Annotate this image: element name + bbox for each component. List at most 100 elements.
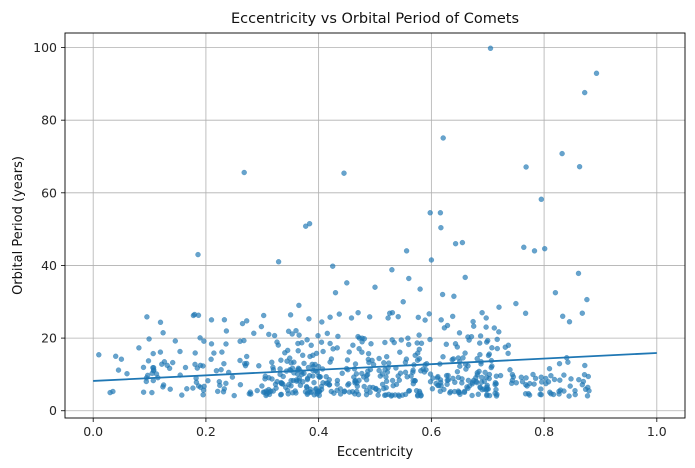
data-point <box>454 368 461 375</box>
data-point <box>367 384 373 391</box>
data-point <box>484 392 490 399</box>
data-point <box>486 375 492 382</box>
data-point <box>304 391 311 398</box>
data-point <box>451 293 457 300</box>
data-point <box>383 392 389 398</box>
data-point <box>575 270 582 277</box>
data-point <box>221 317 228 323</box>
data-point <box>295 348 301 354</box>
data-point <box>462 274 468 281</box>
data-point <box>447 388 454 395</box>
data-point <box>336 311 343 317</box>
data-point <box>383 378 390 385</box>
data-point <box>547 389 553 396</box>
data-point <box>405 388 412 394</box>
data-point <box>355 309 361 316</box>
data-point <box>566 319 573 325</box>
data-point <box>381 360 387 366</box>
data-point <box>320 348 326 355</box>
data-point <box>482 369 488 376</box>
data-point <box>334 345 340 351</box>
data-point <box>556 360 563 367</box>
data-point <box>237 381 244 388</box>
x-tick-label: 0.2 <box>196 424 216 439</box>
data-point <box>438 224 444 231</box>
data-point <box>366 314 373 320</box>
data-point <box>403 356 410 362</box>
data-point <box>580 378 587 385</box>
data-point <box>201 383 207 390</box>
data-point <box>493 386 499 393</box>
data-point <box>523 382 529 388</box>
data-point <box>166 365 173 372</box>
x-axis-label: Eccentricity <box>337 445 414 460</box>
data-point <box>296 332 302 338</box>
data-point <box>258 323 265 330</box>
data-point <box>403 248 410 254</box>
data-point <box>485 352 492 359</box>
data-point <box>576 163 583 170</box>
data-point <box>581 89 588 96</box>
data-point <box>243 360 250 367</box>
data-point <box>460 355 466 361</box>
data-point <box>316 388 323 395</box>
data-point <box>169 359 176 366</box>
data-point <box>299 352 306 359</box>
data-point <box>469 392 475 399</box>
data-point <box>277 366 283 372</box>
data-point <box>359 339 365 345</box>
data-point <box>450 375 456 382</box>
data-point <box>344 357 351 363</box>
data-point <box>510 374 517 380</box>
data-point <box>428 257 435 263</box>
data-point <box>493 373 500 379</box>
data-point <box>489 345 495 351</box>
data-point <box>464 384 470 390</box>
data-point <box>269 376 275 382</box>
data-point <box>319 319 325 325</box>
data-point <box>538 391 544 398</box>
data-point <box>416 388 423 395</box>
data-point <box>327 314 333 320</box>
data-point <box>426 311 432 317</box>
data-point <box>417 286 423 292</box>
data-point <box>274 339 280 345</box>
data-point <box>538 379 545 385</box>
data-point <box>327 359 333 365</box>
data-point <box>389 267 395 273</box>
data-point <box>494 336 500 343</box>
data-point <box>559 313 566 320</box>
data-point <box>483 324 489 330</box>
data-point <box>408 373 414 379</box>
data-point <box>302 223 309 229</box>
data-point <box>538 386 544 392</box>
data-point <box>296 302 302 309</box>
y-tick-label: 80 <box>41 113 57 128</box>
data-point <box>398 337 405 343</box>
data-point <box>489 363 495 369</box>
data-point <box>389 377 396 384</box>
data-point <box>416 346 423 353</box>
plot-frame <box>64 32 686 419</box>
trend-line <box>93 352 657 382</box>
data-point <box>470 323 477 329</box>
data-point <box>383 353 390 360</box>
data-point <box>525 390 532 397</box>
data-point <box>157 349 164 355</box>
data-point <box>352 378 358 384</box>
data-point <box>208 356 214 363</box>
data-point <box>385 360 392 366</box>
y-axis-label: Orbital Period (years) <box>11 156 26 295</box>
data-point <box>532 375 539 382</box>
data-point <box>548 372 554 379</box>
data-point <box>269 359 275 366</box>
data-point <box>290 377 297 384</box>
data-point <box>444 322 451 329</box>
data-point <box>266 331 272 338</box>
data-point <box>416 356 423 362</box>
data-point <box>443 341 450 348</box>
data-point <box>241 169 247 176</box>
data-point <box>423 367 429 373</box>
x-tick-label: 1.0 <box>647 424 667 439</box>
